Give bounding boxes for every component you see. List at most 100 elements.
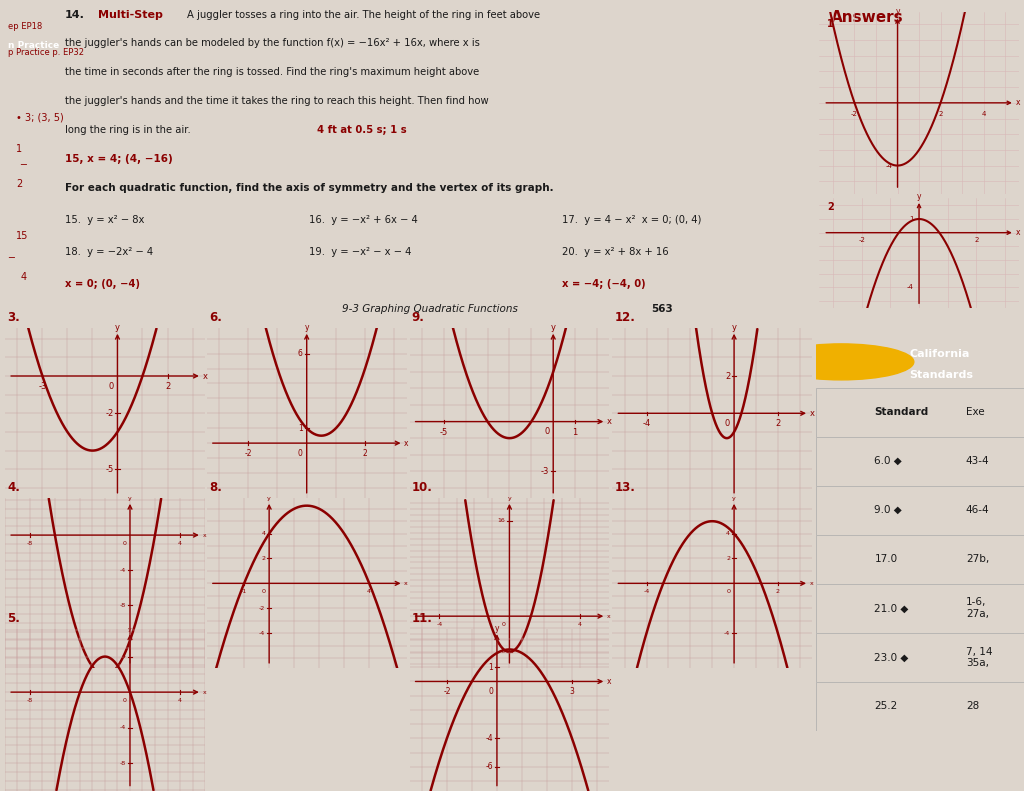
Text: -2: -2	[259, 606, 265, 611]
Text: -2: -2	[851, 111, 858, 116]
Text: n Practice: n Practice	[7, 41, 59, 50]
Text: y: y	[267, 496, 271, 501]
Text: California: California	[909, 349, 970, 359]
Text: 2: 2	[16, 180, 23, 189]
Text: Answers: Answers	[830, 9, 903, 25]
Text: x: x	[1016, 98, 1021, 108]
Text: -2: -2	[245, 449, 252, 458]
Text: x: x	[404, 581, 408, 586]
Text: 5.: 5.	[7, 612, 20, 625]
Text: x: x	[607, 614, 610, 619]
Text: -8: -8	[27, 541, 33, 546]
Text: 25.2: 25.2	[874, 702, 898, 711]
Text: the juggler's hands can be modeled by the function f(x) = −16x² + 16x, where x i: the juggler's hands can be modeled by th…	[66, 39, 480, 48]
Text: 12.: 12.	[614, 312, 635, 324]
Text: x: x	[1016, 228, 1021, 237]
Text: x: x	[203, 690, 206, 694]
Text: -3: -3	[541, 467, 549, 476]
Text: long the ring is in the air.: long the ring is in the air.	[66, 125, 190, 135]
Text: x: x	[810, 581, 813, 586]
Text: 0: 0	[109, 382, 114, 391]
Text: -4: -4	[120, 568, 126, 573]
Text: 17.0: 17.0	[874, 554, 897, 564]
Text: 1: 1	[827, 19, 834, 29]
Text: 18.  y = −2x² − 4: 18. y = −2x² − 4	[66, 247, 154, 256]
Text: y: y	[128, 626, 132, 632]
Text: 0: 0	[298, 448, 303, 458]
Text: y: y	[115, 324, 120, 332]
Text: -6: -6	[485, 763, 494, 771]
Text: 2: 2	[974, 237, 979, 244]
Text: -4: -4	[259, 630, 265, 636]
Text: 4: 4	[368, 589, 372, 594]
Text: 13.: 13.	[614, 482, 635, 494]
Text: x = −4; (−4, 0): x = −4; (−4, 0)	[562, 278, 645, 289]
Text: -2: -2	[858, 237, 865, 244]
Text: 563: 563	[651, 304, 673, 314]
Text: -2: -2	[105, 409, 114, 418]
Text: y: y	[128, 496, 132, 501]
Text: 2: 2	[775, 419, 780, 428]
Text: 27b,: 27b,	[966, 554, 989, 564]
Text: 16.  y = −x² + 6x − 4: 16. y = −x² + 6x − 4	[309, 214, 418, 225]
Text: 1: 1	[909, 216, 913, 222]
Text: y: y	[304, 324, 309, 332]
Text: 6.: 6.	[209, 312, 222, 324]
Text: 11.: 11.	[412, 612, 432, 625]
Text: 4.: 4.	[7, 482, 20, 494]
Text: x = 0; (0, −4): x = 0; (0, −4)	[66, 278, 140, 289]
Text: 1: 1	[16, 144, 23, 154]
Text: 9.: 9.	[412, 312, 425, 324]
Text: Multi-Step: Multi-Step	[97, 9, 163, 20]
Text: 2: 2	[726, 556, 730, 561]
Text: Standards: Standards	[909, 369, 974, 380]
Text: 1: 1	[488, 663, 494, 672]
Text: 10.: 10.	[412, 482, 432, 494]
Text: the juggler's hands and the time it takes the ring to reach this height. Then fi: the juggler's hands and the time it take…	[66, 96, 488, 106]
Text: 1: 1	[298, 424, 303, 433]
Text: 15: 15	[16, 231, 29, 240]
Text: 4: 4	[261, 531, 265, 536]
Text: A juggler tosses a ring into the air. The height of the ring in feet above: A juggler tosses a ring into the air. Th…	[187, 9, 541, 20]
Text: 2: 2	[776, 589, 780, 594]
Text: 0: 0	[726, 589, 730, 594]
Text: x: x	[607, 417, 611, 426]
Text: 20.  y = x² + 8x + 16: 20. y = x² + 8x + 16	[562, 247, 669, 256]
Text: 0: 0	[261, 589, 265, 594]
Text: -4: -4	[643, 589, 649, 594]
Text: 6: 6	[298, 349, 303, 358]
Text: y: y	[916, 192, 922, 201]
Text: y: y	[551, 324, 556, 332]
Text: -6: -6	[500, 649, 506, 654]
Text: y: y	[895, 7, 900, 17]
Text: 0: 0	[502, 622, 506, 626]
Text: 17.  y = 4 − x²  x = 0; (0, 4): 17. y = 4 − x² x = 0; (0, 4)	[562, 214, 701, 225]
Text: 43-4: 43-4	[966, 456, 989, 466]
Text: 4: 4	[981, 111, 986, 116]
Text: ─: ─	[20, 160, 27, 170]
Text: ep EP18: ep EP18	[8, 22, 42, 32]
Text: 4: 4	[726, 531, 730, 536]
Text: 2: 2	[165, 382, 170, 391]
Text: -1: -1	[241, 589, 248, 594]
Text: 0: 0	[725, 419, 730, 428]
Text: -8: -8	[27, 698, 33, 703]
Text: 9-3 Graphing Quadratic Functions: 9-3 Graphing Quadratic Functions	[342, 304, 518, 314]
Text: 0: 0	[122, 541, 126, 546]
Text: 15.  y = x² − 8x: 15. y = x² − 8x	[66, 214, 144, 225]
Text: 9.0 ◆: 9.0 ◆	[874, 505, 902, 515]
Text: 0: 0	[544, 427, 549, 437]
Text: 4: 4	[578, 623, 582, 627]
Text: 14.: 14.	[66, 9, 85, 20]
Text: -5: -5	[105, 465, 114, 474]
Text: 2: 2	[938, 111, 943, 116]
Text: 1-6,
27a,: 1-6, 27a,	[966, 597, 989, 619]
Text: 2: 2	[827, 202, 834, 212]
Text: 28: 28	[966, 702, 979, 711]
Text: Standard: Standard	[874, 407, 929, 417]
Text: 3: 3	[569, 687, 574, 696]
Text: -4: -4	[886, 163, 892, 168]
Text: 2: 2	[362, 449, 368, 458]
Text: -3: -3	[38, 382, 46, 391]
Text: 4: 4	[178, 541, 182, 546]
